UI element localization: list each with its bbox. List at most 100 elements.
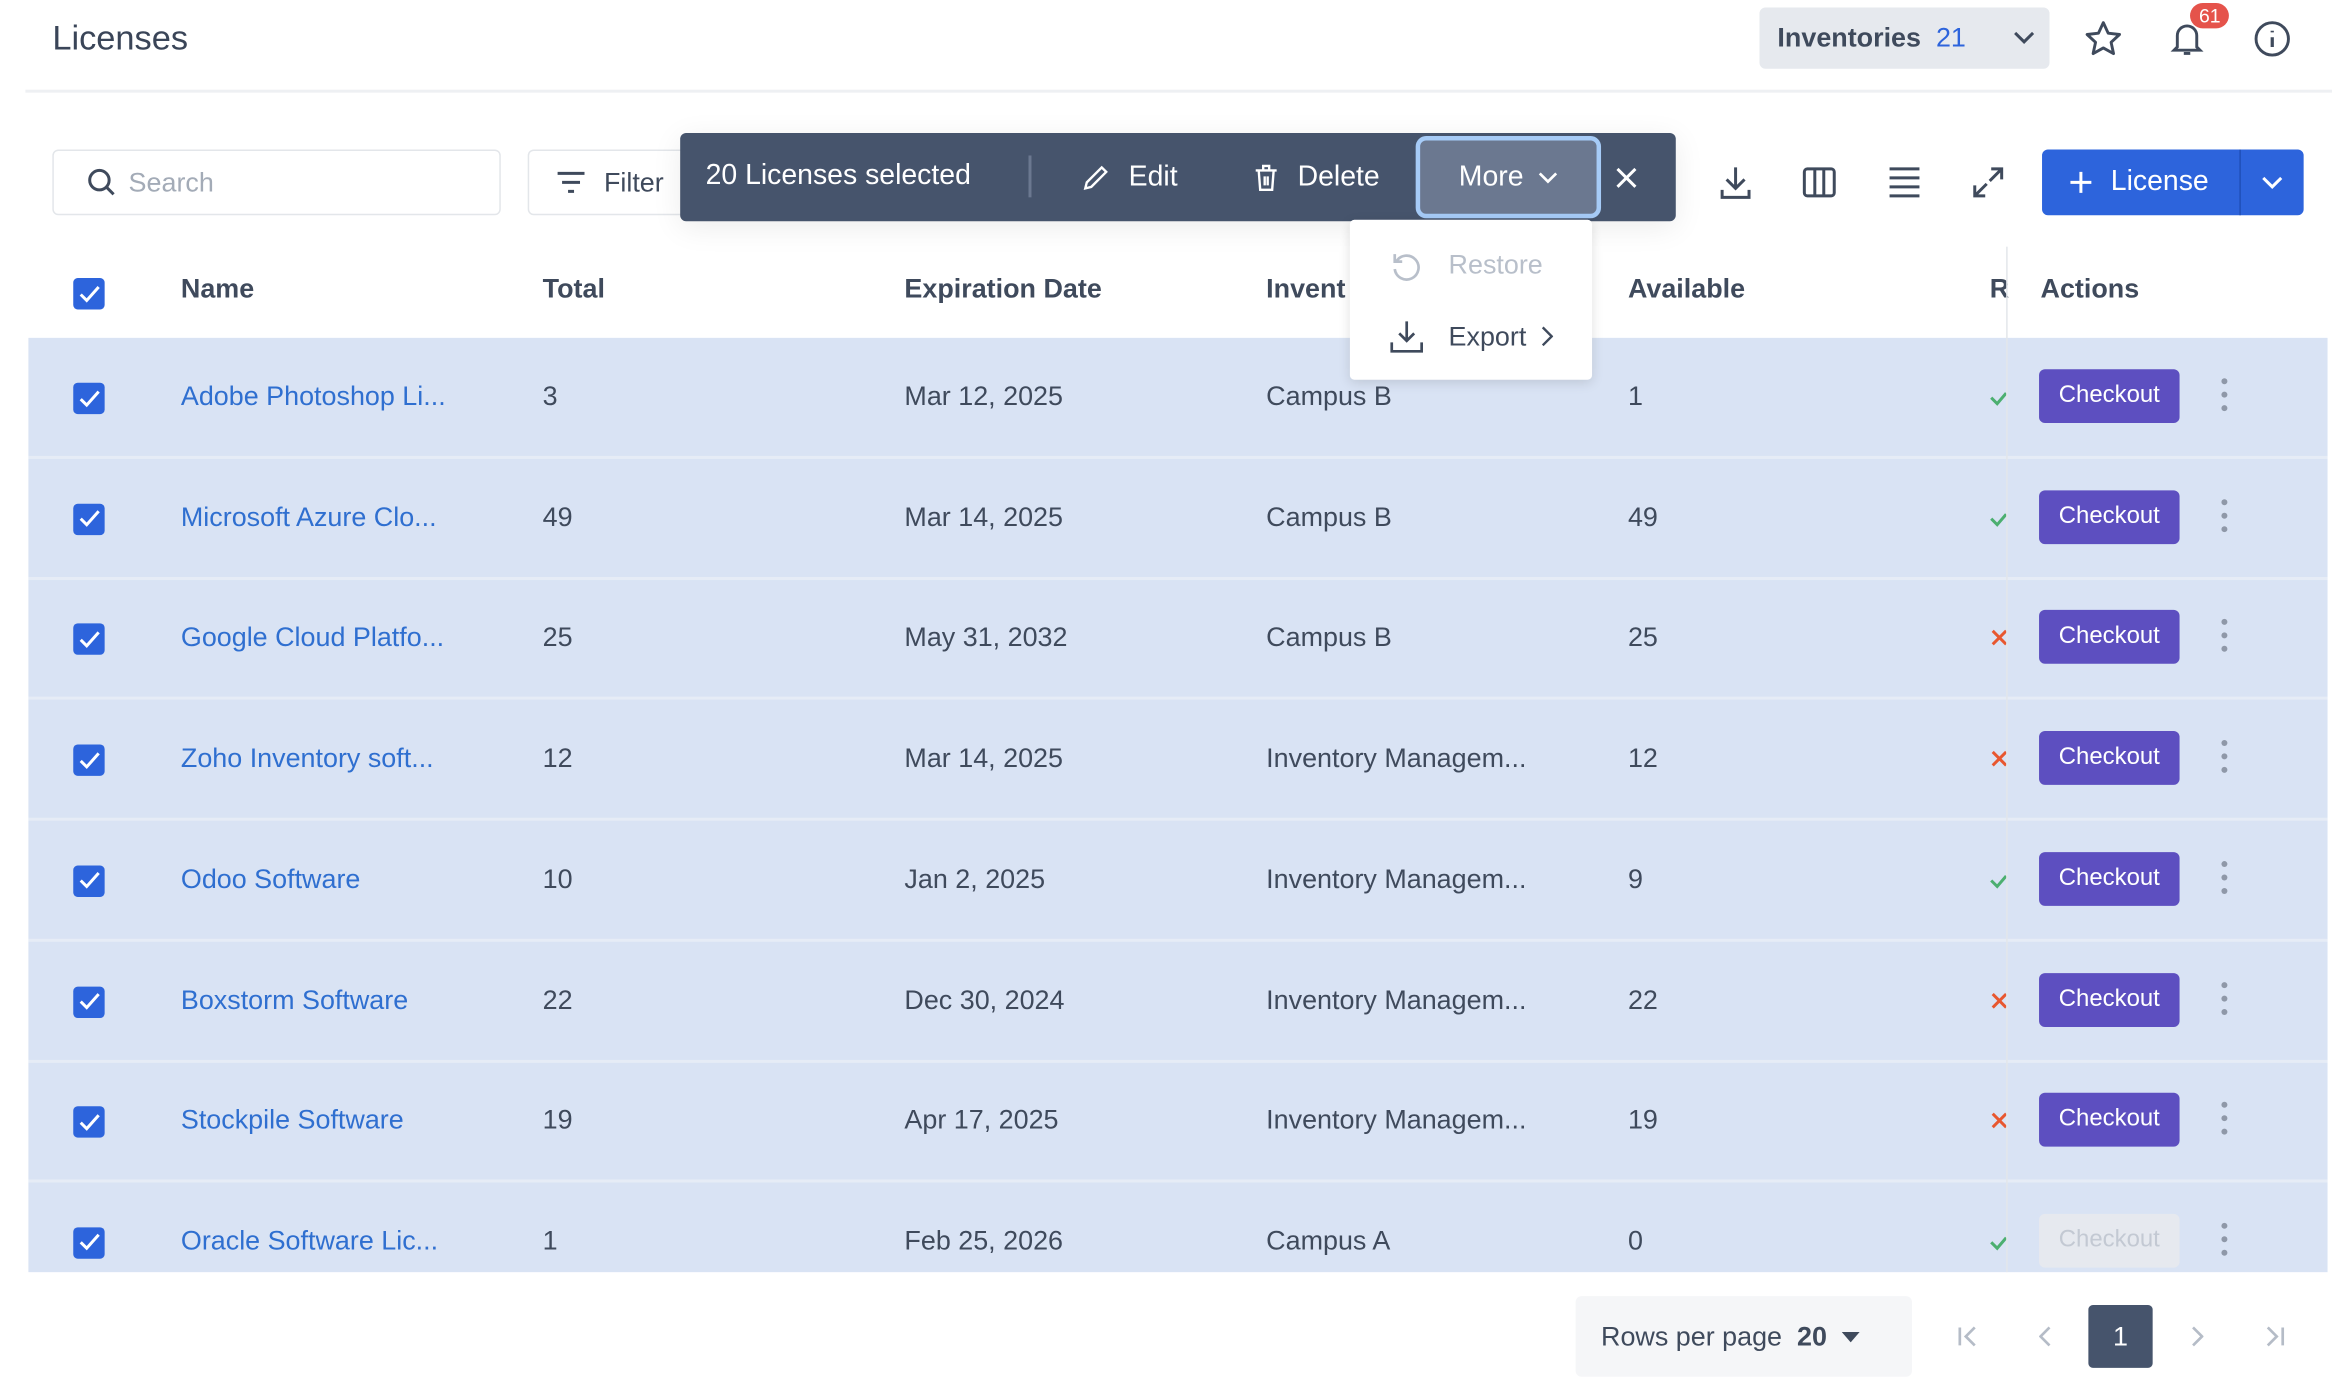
- table-row[interactable]: Zoho Inventory soft... 12 Mar 14, 2025 I…: [28, 700, 2328, 821]
- page-title: Licenses: [52, 17, 189, 57]
- edit-button[interactable]: Edit: [1081, 133, 1178, 221]
- check-icon: [78, 872, 100, 890]
- next-page-button[interactable]: [2165, 1305, 2229, 1368]
- table-row[interactable]: Odoo Software 10 Jan 2, 2025 Inventory M…: [28, 820, 2328, 942]
- previous-page-button[interactable]: [2012, 1305, 2076, 1368]
- row-checkbox[interactable]: [73, 985, 105, 1018]
- license-name-link[interactable]: Zoho Inventory soft...: [180, 743, 434, 774]
- column-header-available[interactable]: Available: [1627, 273, 1746, 304]
- checkout-button[interactable]: Checkout: [2039, 851, 2180, 906]
- expand-icon[interactable]: [1970, 164, 2006, 200]
- kebab-menu-icon[interactable]: [2221, 1222, 2228, 1256]
- chevron-down-icon: [2014, 31, 2035, 44]
- check-icon: [1990, 874, 2008, 889]
- kebab-menu-icon[interactable]: [2221, 1102, 2228, 1135]
- table-row[interactable]: Stockpile Software 19 Apr 17, 2025 Inven…: [28, 1062, 2328, 1183]
- row-checkbox[interactable]: [73, 623, 105, 656]
- last-page-icon: [2266, 1326, 2284, 1347]
- check-icon: [78, 1113, 100, 1131]
- menu-item-restore[interactable]: Restore: [1389, 247, 1543, 283]
- column-header-total[interactable]: Total: [542, 273, 605, 304]
- filter-button[interactable]: Filter: [527, 149, 693, 216]
- star-icon[interactable]: [2084, 19, 2123, 58]
- table-row[interactable]: Boxstorm Software 22 Dec 30, 2024 Invent…: [28, 941, 2328, 1063]
- add-license-label: License: [2110, 165, 2209, 198]
- license-name-link[interactable]: Microsoft Azure Clo...: [180, 501, 437, 532]
- expiration-cell: Dec 30, 2024: [904, 984, 1065, 1015]
- rows-per-page-select[interactable]: Rows per page 20: [1575, 1296, 1912, 1377]
- available-cell: 49: [1627, 501, 1658, 532]
- expiration-cell: Mar 14, 2025: [904, 743, 1063, 774]
- check-icon: [78, 510, 100, 528]
- kebab-menu-icon[interactable]: [2221, 498, 2228, 532]
- kebab-menu-icon[interactable]: [2221, 740, 2228, 774]
- caret-down-icon: [1841, 1331, 1860, 1342]
- table-row[interactable]: Oracle Software Lic... 1 Feb 25, 2026 Ca…: [28, 1182, 2327, 1272]
- add-license-button[interactable]: License: [2042, 149, 2304, 216]
- kebab-menu-icon[interactable]: [2221, 981, 2228, 1015]
- row-checkbox[interactable]: [73, 865, 105, 897]
- kebab-menu-icon[interactable]: [2221, 860, 2228, 894]
- inventory-cell: Inventory Managem...: [1266, 863, 1527, 894]
- more-label: More: [1458, 160, 1524, 193]
- checkout-button[interactable]: Checkout: [2039, 731, 2180, 785]
- inventories-dropdown[interactable]: Inventories 21: [1759, 7, 2050, 69]
- search-placeholder: Search: [128, 166, 214, 197]
- close-icon[interactable]: [1614, 166, 1638, 190]
- table-row[interactable]: Google Cloud Platfo... 25 May 31, 2032 C…: [28, 579, 2328, 701]
- column-header-expiration[interactable]: Expiration Date: [904, 273, 1102, 304]
- row-checkbox[interactable]: [73, 744, 105, 776]
- license-name-link[interactable]: Boxstorm Software: [180, 984, 409, 1015]
- bell-icon[interactable]: [2168, 19, 2207, 58]
- checkout-button[interactable]: Checkout: [2039, 610, 2180, 665]
- table-row[interactable]: Adobe Photoshop Li... 3 Mar 12, 2025 Cam…: [28, 338, 2328, 459]
- chevron-down-icon: [1539, 171, 1558, 183]
- available-cell: 12: [1627, 743, 1658, 774]
- column-header-name[interactable]: Name: [180, 273, 255, 304]
- inventory-cell: Campus B: [1266, 622, 1392, 653]
- license-name-link[interactable]: Google Cloud Platfo...: [180, 622, 445, 653]
- chevron-right-icon: [1541, 326, 1554, 347]
- kebab-menu-icon[interactable]: [2221, 619, 2228, 653]
- chevron-down-icon[interactable]: [2262, 176, 2283, 189]
- select-all-checkbox[interactable]: [73, 278, 105, 310]
- license-name-link[interactable]: Odoo Software: [180, 863, 361, 894]
- search-input[interactable]: Search: [52, 149, 501, 216]
- density-icon[interactable]: [1887, 164, 1923, 200]
- check-icon: [78, 1234, 100, 1252]
- row-checkbox[interactable]: [73, 503, 105, 535]
- column-header-reassignable[interactable]: R: [1989, 273, 2010, 304]
- page-button-current[interactable]: 1: [2088, 1305, 2153, 1368]
- license-name-link[interactable]: Stockpile Software: [180, 1105, 404, 1135]
- last-page-button[interactable]: [2241, 1305, 2305, 1368]
- trash-icon: [1255, 163, 1277, 191]
- checkout-button[interactable]: Checkout: [2039, 489, 2180, 544]
- download-icon[interactable]: [1718, 164, 1754, 200]
- check-icon: [78, 631, 100, 648]
- checkout-button[interactable]: Checkout: [2039, 972, 2180, 1027]
- total-cell: 49: [542, 501, 573, 532]
- info-icon[interactable]: [2253, 19, 2292, 58]
- kebab-menu-icon[interactable]: [2221, 378, 2228, 412]
- checkout-button[interactable]: Checkout: [2039, 369, 2180, 424]
- inventory-cell: Campus B: [1266, 501, 1392, 532]
- export-label: Export: [1448, 320, 1527, 351]
- columns-icon[interactable]: [1801, 164, 1837, 200]
- row-checkbox[interactable]: [73, 1227, 105, 1259]
- inventories-label: Inventories: [1777, 22, 1921, 53]
- check-icon: [78, 285, 100, 302]
- row-checkbox[interactable]: [73, 382, 105, 415]
- checkout-button[interactable]: Checkout: [2039, 1213, 2180, 1268]
- license-name-link[interactable]: Oracle Software Lic...: [180, 1225, 439, 1256]
- checkout-button[interactable]: Checkout: [2039, 1093, 2180, 1147]
- row-checkbox[interactable]: [73, 1106, 105, 1138]
- first-page-button[interactable]: [1936, 1305, 2000, 1368]
- table-row[interactable]: Microsoft Azure Clo... 49 Mar 14, 2025 C…: [28, 458, 2328, 580]
- menu-item-export[interactable]: Export: [1389, 318, 1554, 354]
- column-header-inventory[interactable]: Invent: [1266, 273, 1346, 304]
- delete-button[interactable]: Delete: [1253, 133, 1380, 221]
- license-name-link[interactable]: Adobe Photoshop Li...: [180, 381, 446, 412]
- divider: [1028, 155, 1032, 198]
- expiration-cell: Mar 14, 2025: [904, 501, 1063, 532]
- more-button[interactable]: More: [1415, 136, 1602, 219]
